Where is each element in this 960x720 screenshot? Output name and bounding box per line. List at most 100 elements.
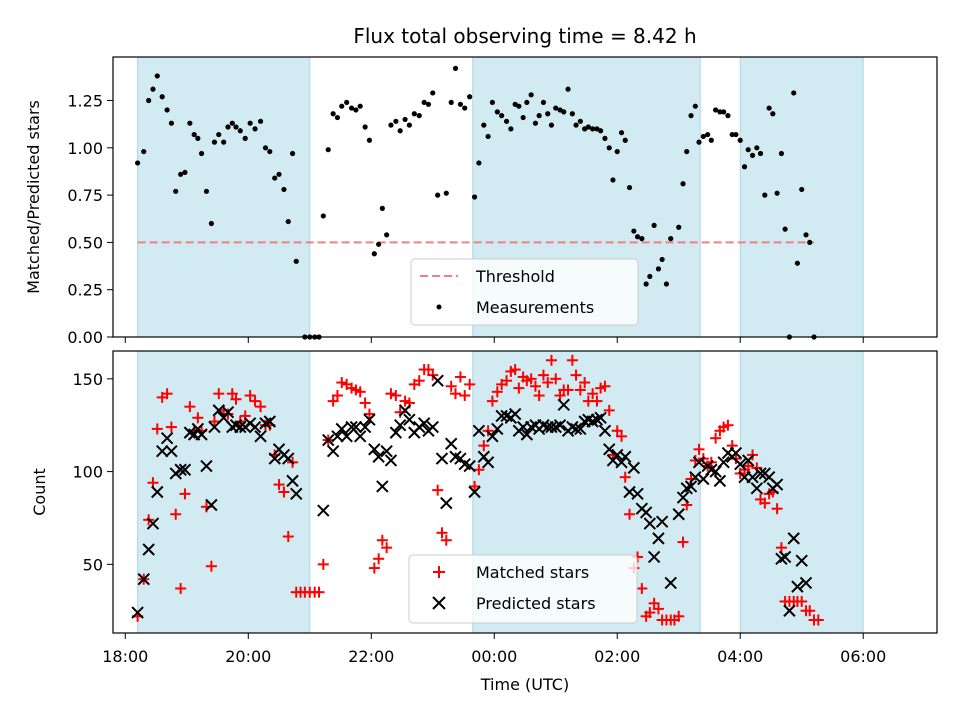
predicted-star-point [664,576,677,590]
predicted-star-point [431,374,444,387]
matched-star-point [331,390,343,402]
count-legend-box [408,554,638,624]
predicted-star-point [783,604,796,617]
matched-star-point [742,460,754,472]
measurement-point [476,160,482,166]
matched-star-point [175,582,187,594]
matched-star-point [413,375,425,387]
ratio-x-ticks [124,337,864,343]
measurement-point [252,126,258,132]
matched-star-point [208,416,220,427]
matched-star-point [574,384,586,396]
matched-star-point [796,595,808,607]
matched-star-point [624,508,636,520]
count-axes-frame [112,350,938,634]
matched-star-point [165,421,177,433]
measurement-point [713,107,719,113]
measurement-point [330,111,336,117]
predicted-star-point [205,498,218,512]
matched-star-point [192,412,204,424]
count-y-label: Count [30,468,49,516]
matched-star-point [381,542,393,554]
measurement-point [561,109,567,115]
predicted-star-point [481,456,495,469]
predicted-star-point [195,428,208,441]
predicted-star-point [615,456,628,469]
predicted-star-point [358,420,372,434]
measurement-point [221,139,227,145]
matched-star-point [278,486,290,498]
matched-star-point [648,597,660,609]
measurement-point [700,133,706,140]
measurements-series [134,65,817,340]
measurement-point [508,126,514,132]
measurement-point [499,113,505,119]
matched-star-point [501,375,513,387]
count-x-label: Time (UTC) [480,675,569,694]
measurement-point [353,107,359,113]
predicted-star-point [349,420,363,434]
matched-star-point [469,480,481,492]
predicted-star-point [340,430,353,443]
predicted-star-point [795,554,808,567]
measurement-point [203,188,210,194]
predicted-star-point [594,411,607,424]
measurement-point [198,150,205,157]
count-ytick-label: 50 [83,555,103,574]
predicted-star-point [655,515,669,528]
matched-star-point [693,443,705,455]
predicted-star-point [268,452,281,465]
matched-star-point [255,401,267,413]
ratio-y-label: Matched/Predicted stars [24,100,43,294]
measurement-point [705,131,711,138]
matched-star-point [422,364,434,376]
predicted-star-point [248,420,262,434]
predicted-star-point [770,478,784,491]
measurement-point [489,99,496,106]
predicted-star-point [440,496,453,510]
matched-star-point [542,377,554,389]
measurement-point [233,124,239,130]
measurement-point [721,109,727,115]
predicted-star-point [750,482,764,495]
matched-star-point [599,380,611,392]
predicted-star-point [137,572,150,586]
predicted-star-point [398,404,412,417]
predicted-star-point [590,413,604,426]
matched-star-point [619,471,631,483]
predicted-star-point [146,517,160,530]
measurement-point [452,65,459,71]
predicted-star-point [191,422,205,436]
measurement-point [406,122,412,128]
count-xtick-label: 02:00 [594,647,640,666]
measurement-point [262,145,269,151]
matched-star-point [459,390,471,402]
count-xtick-label: 04:00 [717,647,763,666]
matched-star-point [652,603,664,615]
count-x-ticks: 18:00 20:00 22:00 00:00 02:00 04:00 06:00 [102,633,886,666]
matched-star-point [249,395,261,407]
matched-star-point [804,605,816,617]
count-ytick-label: 150 [72,370,103,389]
predicted-star-point [486,430,499,443]
measurement-point [289,150,296,157]
measurement-point [293,258,299,264]
measurement-point [276,171,282,177]
measurement-point [182,169,188,176]
predicted-star-point [353,430,367,443]
measurement-point [668,236,674,242]
matched-star-point [327,395,339,407]
matched-star-point [673,610,685,622]
measurement-point [794,260,801,266]
legend-predicted-label: Predicted stars [476,594,596,613]
measurement-point [154,73,160,79]
measurement-point [766,105,772,111]
measurement-point [362,124,368,130]
predicted-star-point [221,406,235,419]
measurement-point [569,111,575,117]
measurement-point [384,232,390,238]
observing-shades [137,56,864,338]
matched-star-point [464,378,476,390]
predicted-star-point [254,430,267,443]
matched-star-point [385,388,397,400]
